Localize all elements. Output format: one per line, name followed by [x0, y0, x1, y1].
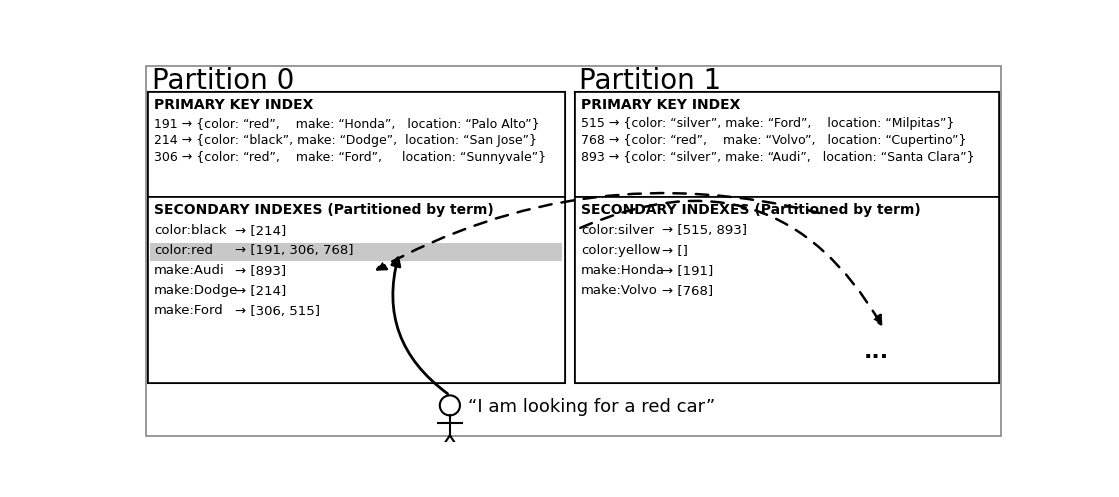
FancyArrowPatch shape	[581, 201, 881, 325]
Text: make:Volvo: make:Volvo	[581, 284, 658, 298]
Text: 768 → {color: “red”,    make: “Volvo”,   location: “Cupertino”}: 768 → {color: “red”, make: “Volvo”, loca…	[581, 134, 967, 147]
Bar	[150, 243, 562, 261]
Text: make:Ford: make:Ford	[153, 305, 224, 318]
Text: color:black: color:black	[153, 225, 226, 238]
Text: make:Honda: make:Honda	[581, 264, 665, 277]
Text: 893 → {color: “silver”, make: “Audi”,   location: “Santa Clara”}: 893 → {color: “silver”, make: “Audi”, lo…	[581, 151, 975, 164]
FancyArrowPatch shape	[377, 193, 819, 269]
Text: PRIMARY KEY INDEX: PRIMARY KEY INDEX	[153, 98, 313, 112]
Text: → []: → []	[662, 245, 688, 257]
Text: color:silver: color:silver	[581, 225, 653, 238]
Text: SECONDARY INDEXES (Partitioned by term): SECONDARY INDEXES (Partitioned by term)	[581, 203, 921, 217]
Text: 306 → {color: “red”,    make: “Ford”,     location: “Sunnyvale”}: 306 → {color: “red”, make: “Ford”, locat…	[153, 151, 546, 164]
Text: ...: ...	[864, 342, 888, 362]
Text: Partition 0: Partition 0	[152, 67, 294, 95]
Bar	[575, 92, 999, 383]
Text: SECONDARY INDEXES (Partitioned by term): SECONDARY INDEXES (Partitioned by term)	[153, 203, 493, 217]
Text: 515 → {color: “silver”, make: “Ford”,    location: “Milpitas”}: 515 → {color: “silver”, make: “Ford”, lo…	[581, 117, 955, 130]
Text: → [214]: → [214]	[235, 225, 286, 238]
FancyArrowPatch shape	[392, 258, 448, 394]
Bar	[575, 197, 999, 383]
Text: color:yellow: color:yellow	[581, 245, 660, 257]
Bar	[148, 92, 565, 197]
Text: 191 → {color: “red”,    make: “Honda”,   location: “Palo Alto”}: 191 → {color: “red”, make: “Honda”, loca…	[153, 117, 539, 130]
Text: Partition 1: Partition 1	[580, 67, 722, 95]
Text: 214 → {color: “black”, make: “Dodge”,  location: “San Jose”}: 214 → {color: “black”, make: “Dodge”, lo…	[153, 134, 537, 147]
Text: color:red: color:red	[153, 245, 213, 257]
Text: → [306, 515]: → [306, 515]	[235, 305, 320, 318]
Bar	[148, 197, 565, 383]
Text: → [515, 893]: → [515, 893]	[662, 225, 747, 238]
Bar	[575, 92, 999, 197]
Text: → [768]: → [768]	[662, 284, 713, 298]
Text: → [191, 306, 768]: → [191, 306, 768]	[235, 245, 354, 257]
Text: “I am looking for a red car”: “I am looking for a red car”	[469, 398, 716, 416]
Text: → [191]: → [191]	[662, 264, 714, 277]
Text: make:Dodge: make:Dodge	[153, 284, 238, 298]
Text: → [214]: → [214]	[235, 284, 286, 298]
Text: → [893]: → [893]	[235, 264, 286, 277]
Text: make:Audi: make:Audi	[153, 264, 225, 277]
Bar	[148, 92, 565, 383]
Text: PRIMARY KEY INDEX: PRIMARY KEY INDEX	[581, 98, 741, 112]
